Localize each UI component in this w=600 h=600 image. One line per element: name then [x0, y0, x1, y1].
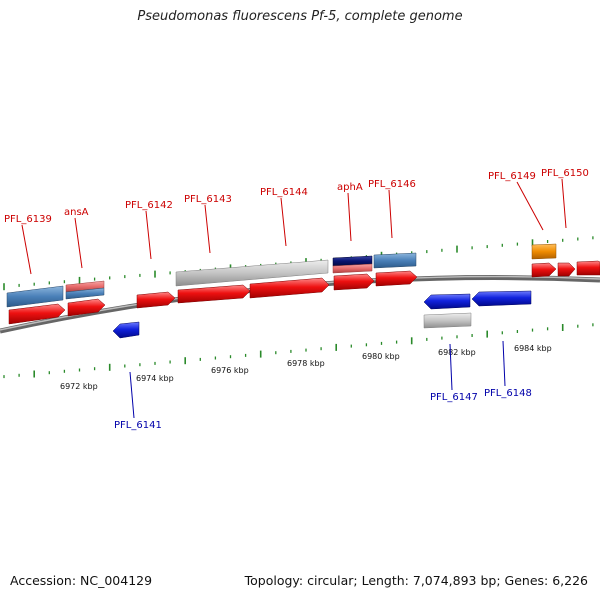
label-leader — [561, 178, 567, 229]
gene-label-forward[interactable]: PFL_6144 — [260, 187, 308, 198]
genome-stats-text: Topology: circular; Length: 7,074,893 bp… — [244, 573, 588, 588]
gene-label-forward[interactable]: PFL_6149 — [488, 171, 536, 182]
gene-label-reverse[interactable]: PFL_6147 — [430, 392, 478, 403]
gene-label-forward[interactable]: PFL_6142 — [125, 200, 173, 211]
tick-label: 6972 kbp — [60, 382, 98, 391]
tick-label: 6974 kbp — [136, 374, 174, 383]
label-leader — [516, 181, 544, 231]
gene-feature[interactable] — [6, 285, 64, 308]
cds-arrow-forward[interactable] — [136, 291, 176, 309]
cds-arrow-forward[interactable] — [67, 298, 106, 317]
reverse-gene-labels: PFL_6141 PFL_6147 PFL_6148 — [114, 340, 532, 431]
gene-label-forward[interactable]: aphA — [337, 182, 363, 193]
cds-arrow-forward[interactable] — [375, 270, 418, 287]
accession-text: Accession: NC_004129 — [10, 573, 153, 588]
cds-arrow-reverse[interactable] — [423, 293, 471, 310]
label-leader — [347, 192, 352, 242]
gene-label-forward[interactable]: PFL_6139 — [4, 214, 52, 225]
cds-arrow-forward[interactable] — [557, 262, 576, 277]
cds-arrow-forward[interactable] — [8, 303, 66, 325]
label-leader — [449, 343, 453, 391]
label-leader — [280, 197, 287, 247]
cds-arrow-forward[interactable] — [576, 260, 600, 276]
forward-gene-labels: PFL_6139 ansA PFL_6142 PFL_6143 PFL_6144… — [4, 168, 589, 275]
tick-label: 6984 kbp — [514, 344, 552, 353]
cds-arrow-reverse[interactable] — [112, 321, 140, 339]
cds-arrow-forward[interactable] — [531, 262, 557, 278]
label-leader — [388, 189, 393, 239]
gene-features — [6, 243, 557, 308]
label-leader — [129, 371, 135, 419]
label-leader — [145, 210, 152, 260]
gene-feature[interactable] — [332, 263, 373, 274]
gene-label-forward[interactable]: PFL_6150 — [541, 168, 589, 179]
gene-label-forward[interactable]: PFL_6146 — [368, 179, 416, 190]
gene-feature[interactable] — [423, 312, 472, 329]
cds-arrow-forward[interactable] — [249, 277, 330, 299]
gene-feature[interactable] — [531, 243, 557, 260]
cds-arrow-reverse[interactable] — [471, 290, 532, 307]
gene-feature[interactable] — [175, 259, 329, 287]
gene-feature[interactable] — [373, 252, 417, 269]
gene-label-reverse[interactable]: PFL_6141 — [114, 420, 162, 431]
gene-label-reverse[interactable]: PFL_6148 — [484, 388, 532, 399]
label-leader — [74, 217, 83, 269]
tick-label: 6982 kbp — [438, 348, 476, 357]
map-title: Pseudomonas fluorescens Pf-5, complete g… — [137, 9, 463, 24]
gene-feature[interactable] — [65, 287, 105, 300]
gene-label-forward[interactable]: ansA — [64, 207, 89, 218]
inner-tick-ring — [3, 323, 594, 379]
tick-label: 6980 kbp — [362, 352, 400, 361]
label-leader — [502, 340, 506, 387]
forward-cds-track — [8, 260, 600, 325]
tick-label: 6976 kbp — [211, 366, 249, 375]
gene-label-forward[interactable]: PFL_6143 — [184, 194, 232, 205]
label-leader — [204, 204, 211, 254]
cds-arrow-forward[interactable] — [177, 284, 251, 304]
reverse-cds-track — [112, 290, 532, 339]
tick-label: 6978 kbp — [287, 359, 325, 368]
cds-arrow-forward[interactable] — [333, 273, 375, 291]
label-leader — [21, 224, 32, 275]
